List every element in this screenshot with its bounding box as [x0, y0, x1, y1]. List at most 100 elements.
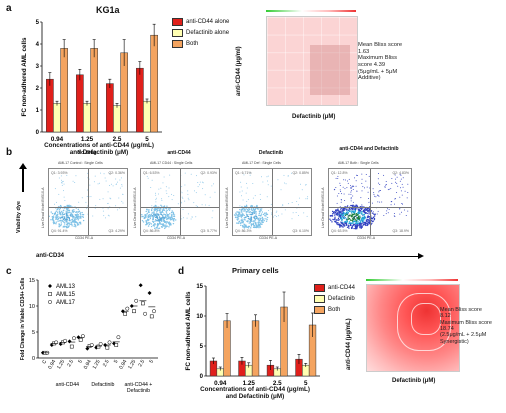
flow-event	[265, 220, 268, 223]
flow-event	[177, 203, 179, 205]
flow-event	[172, 212, 175, 214]
flow-event	[73, 223, 76, 225]
flow-event	[239, 208, 241, 211]
flow-event	[146, 218, 149, 220]
flow-event	[339, 226, 341, 228]
flow-event	[371, 212, 374, 214]
flow-event	[235, 213, 238, 215]
flow-plot-title: anti-CD44 and Defactinib	[339, 146, 399, 152]
flow-event	[165, 186, 167, 188]
flow-event	[157, 219, 159, 222]
flow-event	[371, 222, 373, 225]
quadrant-label-q4: Q4: 63.5%	[331, 229, 348, 233]
flow-event	[266, 218, 268, 220]
flow-event	[377, 173, 379, 175]
flow-event	[237, 218, 240, 220]
flow-event	[245, 192, 247, 194]
flow-event	[246, 220, 248, 223]
flow-event	[66, 222, 68, 224]
heatmap-contour	[397, 293, 451, 351]
flow-event	[252, 182, 254, 184]
flow-event	[191, 216, 193, 218]
quadrant-label-q1: Q1: 6.71%	[235, 171, 252, 175]
flow-event	[158, 227, 161, 229]
flow-event	[240, 181, 242, 183]
flow-event	[52, 217, 54, 220]
flow-event	[334, 214, 336, 216]
flow-event	[164, 216, 166, 218]
panel-d-xlabel-line1: Concentrations of anti-CD44 (μg/mL)	[200, 386, 310, 393]
flow-event	[296, 201, 298, 203]
flow-event	[150, 186, 152, 188]
flow-event	[362, 217, 364, 220]
flow-event	[338, 224, 340, 226]
flow-event	[343, 224, 345, 226]
flow-event	[159, 217, 161, 219]
flow-event	[54, 216, 57, 218]
flow-event	[154, 214, 157, 216]
flow-event	[208, 204, 210, 206]
flow-event	[336, 222, 338, 224]
quadrant-label-q2: Q2: 4.83%	[392, 171, 409, 175]
flow-event	[122, 194, 124, 196]
flow-event	[364, 208, 366, 211]
flow-event	[340, 224, 343, 227]
flow-event	[255, 226, 258, 228]
flow-event	[407, 183, 409, 185]
flow-event	[162, 182, 164, 184]
flow-event	[74, 219, 76, 221]
flow-event	[254, 226, 257, 228]
flow-event	[197, 181, 199, 183]
flow-event	[197, 186, 199, 188]
flow-event	[360, 197, 362, 199]
flow-event	[250, 205, 252, 208]
flow-event	[236, 219, 239, 221]
flow-event	[350, 191, 352, 193]
flow-event	[161, 217, 164, 219]
flow-event	[70, 215, 72, 217]
flow-event	[98, 182, 100, 184]
group-label-defactinib: Defactinib	[91, 382, 114, 388]
flow-event	[247, 214, 249, 216]
flow-event	[79, 215, 81, 218]
flow-event	[55, 223, 57, 225]
point-aml15	[105, 345, 110, 350]
flow-event	[259, 226, 262, 228]
flow-event	[66, 210, 68, 213]
flow-event	[236, 216, 238, 219]
point-aml17	[134, 298, 139, 303]
flow-event	[75, 218, 77, 221]
flow-event	[352, 222, 354, 224]
flow-event	[334, 220, 336, 223]
flow-event	[158, 209, 160, 212]
flow-event	[241, 213, 244, 215]
flow-event	[400, 174, 402, 176]
flow-event	[338, 212, 340, 214]
flow-event	[352, 213, 355, 216]
flow-event	[260, 176, 262, 178]
flow-event	[68, 211, 71, 214]
flow-event	[348, 222, 350, 225]
flow-event	[146, 175, 148, 177]
flow-event	[361, 205, 363, 208]
flow-event	[234, 216, 237, 219]
flow-event	[148, 209, 150, 211]
point-aml17	[143, 311, 148, 316]
flow-event	[351, 226, 353, 228]
flow-event	[254, 210, 256, 212]
flow-event	[356, 219, 359, 221]
flow-x-axis-label: CD34 PE-A	[259, 236, 278, 240]
flow-event	[155, 197, 157, 199]
flow-event	[353, 212, 355, 214]
bar-defactinib-alone	[143, 100, 151, 133]
flow-event	[59, 209, 61, 211]
flow-event	[260, 223, 262, 225]
point-aml15	[132, 309, 136, 314]
flow-event	[252, 222, 255, 225]
flow-plot: Q1: 3.93% Q2: 0.36% Q3: 4.29% Q4: 91.4%	[48, 168, 128, 236]
flow-event	[66, 216, 68, 218]
flow-event	[102, 198, 104, 200]
flow-event	[253, 226, 256, 229]
flow-event	[122, 202, 124, 204]
flow-event	[86, 208, 88, 210]
